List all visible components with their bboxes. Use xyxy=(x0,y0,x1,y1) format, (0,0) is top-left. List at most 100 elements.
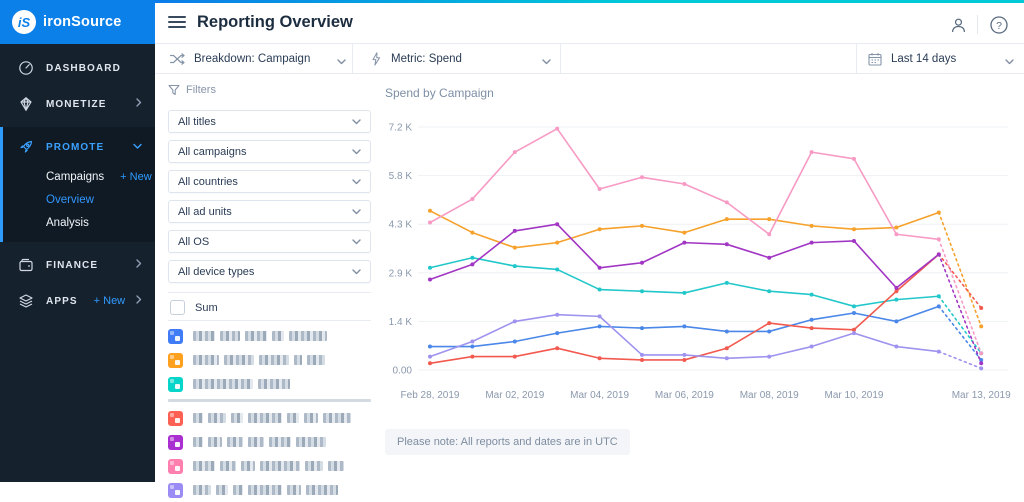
calendar-icon xyxy=(868,52,882,66)
chevron-right-icon xyxy=(136,98,142,110)
redacted-campaign-name xyxy=(193,331,332,341)
breakdown-dropdown[interactable]: Breakdown: Campaign xyxy=(170,44,352,73)
sidebar-item-label: MONETIZE xyxy=(46,98,107,110)
sidebar-item-finance[interactable]: FINANCE xyxy=(0,247,155,283)
dropdown-value: All titles xyxy=(178,115,216,128)
campaign-color-swatch xyxy=(168,410,183,426)
filter-dropdown-all-campaigns[interactable]: All campaigns xyxy=(168,140,371,163)
svg-text:Mar 06, 2019: Mar 06, 2019 xyxy=(655,390,714,401)
chevron-down-icon xyxy=(352,116,361,128)
date-range-label: Last 14 days xyxy=(891,52,957,65)
breakdown-shuffle-icon xyxy=(170,52,185,65)
promote-section: PROMOTE Campaigns + New Overview Analysi… xyxy=(0,127,155,242)
svg-text:0.00: 0.00 xyxy=(393,366,413,377)
help-button[interactable]: ? xyxy=(988,14,1010,36)
apps-new-link[interactable]: + New xyxy=(93,295,126,307)
sidebar-item-label: DASHBOARD xyxy=(46,62,121,74)
top-accent-bar xyxy=(155,0,1024,3)
logo-text: ironSource xyxy=(43,14,122,30)
filter-bar-divider xyxy=(352,44,353,73)
sidebar-item-label: FINANCE xyxy=(46,259,99,271)
filters-divider xyxy=(168,320,371,321)
dropdown-value: All countries xyxy=(178,175,238,188)
sidebar-item-campaigns[interactable]: Campaigns + New xyxy=(3,165,155,188)
spend-chart: 0.00 1.4 K 2.9 K 4.3 K 5.8 K 7.2 K Feb 28, 201… xyxy=(389,123,1011,402)
legend-item[interactable] xyxy=(168,454,373,478)
sidebar-item-label: APPS xyxy=(46,295,78,307)
campaign-color-swatch xyxy=(168,352,183,368)
apps-layers-icon xyxy=(17,293,34,310)
filter-dropdown-all-ad-units[interactable]: All ad units xyxy=(168,200,371,223)
chevron-down-icon xyxy=(133,142,142,153)
menu-toggle-button[interactable] xyxy=(168,16,186,30)
svg-text:5.8 K: 5.8 K xyxy=(389,171,413,182)
svg-text:4.3 K: 4.3 K xyxy=(389,220,413,231)
breakdown-label: Breakdown: Campaign xyxy=(194,52,311,65)
legend-item[interactable] xyxy=(168,406,373,430)
sidebar-subitem-label: Overview xyxy=(46,193,94,206)
user-menu-button[interactable] xyxy=(947,14,969,36)
logo[interactable]: iS ironSource xyxy=(0,0,155,44)
campaigns-new-link[interactable]: + New xyxy=(120,170,152,183)
chevron-down-icon xyxy=(1005,56,1014,68)
chevron-down-icon xyxy=(352,236,361,248)
chevron-down-icon xyxy=(337,56,346,68)
svg-text:Mar 13, 2019: Mar 13, 2019 xyxy=(952,390,1011,401)
filters-divider xyxy=(168,292,371,293)
chevron-right-icon xyxy=(136,295,142,307)
legend-item[interactable] xyxy=(168,372,373,396)
header-divider xyxy=(977,15,978,34)
page-title: Reporting Overview xyxy=(197,13,353,31)
campaign-color-swatch xyxy=(168,328,183,344)
utc-note: Please note: All reports and dates are i… xyxy=(385,429,630,455)
legend-item[interactable] xyxy=(168,324,373,348)
campaign-legend xyxy=(168,324,373,502)
metric-dropdown[interactable]: Metric: Spend xyxy=(370,44,555,73)
filter-dropdown-all-device-types[interactable]: All device types xyxy=(168,260,371,283)
filter-dropdown-all-os[interactable]: All OS xyxy=(168,230,371,253)
sidebar-item-overview[interactable]: Overview xyxy=(3,188,155,211)
sidebar-item-promote[interactable]: PROMOTE xyxy=(3,129,155,165)
sidebar-item-analysis[interactable]: Analysis xyxy=(3,211,155,234)
filter-dropdown-list: All titles All campaigns All countries All … xyxy=(168,110,371,290)
redacted-campaign-name xyxy=(193,437,331,447)
sidebar-item-apps[interactable]: APPS + New xyxy=(0,283,155,319)
filter-bar-divider xyxy=(856,44,857,73)
campaign-color-swatch xyxy=(168,376,183,392)
legend-item[interactable] xyxy=(168,348,373,372)
sum-label: Sum xyxy=(195,301,218,314)
dropdown-value: All OS xyxy=(178,235,210,248)
monetize-icon xyxy=(17,96,34,113)
svg-text:Mar 04, 2019: Mar 04, 2019 xyxy=(570,390,629,401)
header: Reporting Overview ? xyxy=(155,3,1024,44)
sidebar-item-dashboard[interactable]: DASHBOARD xyxy=(0,50,155,86)
svg-text:Mar 10, 2019: Mar 10, 2019 xyxy=(825,390,884,401)
metric-label: Metric: Spend xyxy=(391,52,462,65)
sidebar-item-monetize[interactable]: MONETIZE xyxy=(0,86,155,122)
sum-checkbox[interactable] xyxy=(170,300,185,315)
chart-title: Spend by Campaign xyxy=(385,86,494,100)
campaign-color-swatch xyxy=(168,458,183,474)
metric-lightning-icon xyxy=(370,51,382,66)
filter-bar: Breakdown: Campaign Metric: Spend Last 1… xyxy=(155,44,1024,74)
legend-item[interactable] xyxy=(168,430,373,454)
filter-dropdown-all-countries[interactable]: All countries xyxy=(168,170,371,193)
campaign-color-swatch xyxy=(168,482,183,498)
promote-rocket-icon xyxy=(17,139,34,156)
svg-text:7.2 K: 7.2 K xyxy=(389,123,413,134)
chevron-down-icon xyxy=(542,56,551,68)
dropdown-value: All ad units xyxy=(178,205,232,218)
redacted-campaign-name xyxy=(193,461,349,471)
sidebar-subitem-label: Campaigns xyxy=(46,170,105,183)
sidebar-subitem-label: Analysis xyxy=(46,216,89,229)
sidebar-nav: DASHBOARD MONETIZE xyxy=(0,50,155,319)
svg-text:2.9 K: 2.9 K xyxy=(389,268,413,279)
sidebar: iS ironSource DASHBOARD MONETIZE xyxy=(0,0,155,482)
redacted-campaign-name xyxy=(193,485,343,495)
sidebar-item-label: PROMOTE xyxy=(46,141,105,153)
svg-text:?: ? xyxy=(996,20,1002,32)
svg-text:Feb 28, 2019: Feb 28, 2019 xyxy=(401,390,460,401)
filter-dropdown-all-titles[interactable]: All titles xyxy=(168,110,371,133)
date-range-picker[interactable]: Last 14 days xyxy=(868,44,1018,73)
